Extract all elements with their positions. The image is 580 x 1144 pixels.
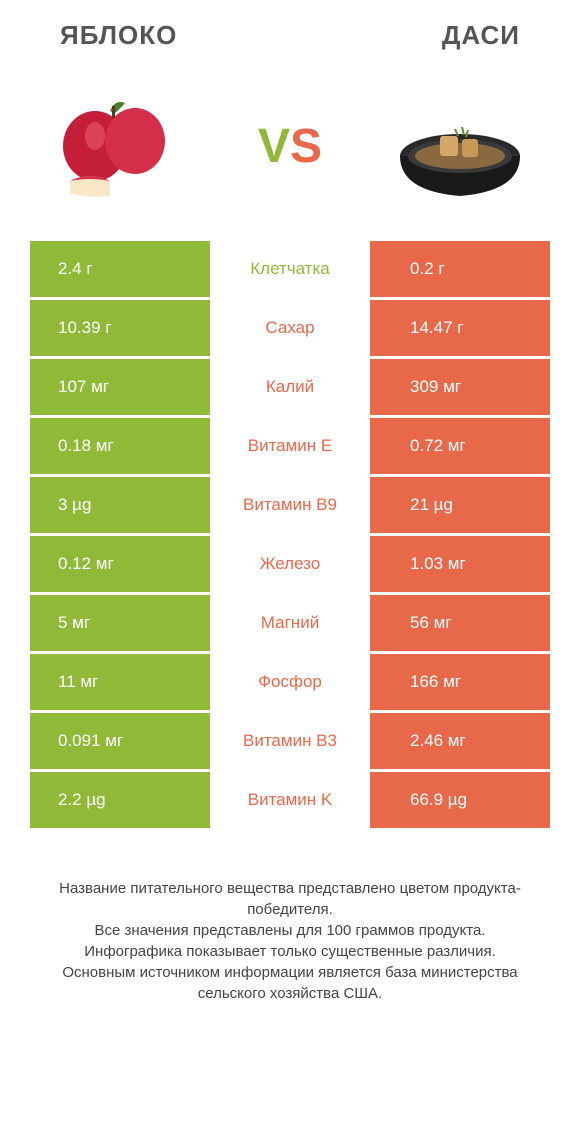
nutrient-label-cell: Железо <box>210 536 370 592</box>
right-value-cell: 56 мг <box>370 595 550 651</box>
header: ЯБЛОКО ДАСИ <box>30 20 550 51</box>
left-value-cell: 0.12 мг <box>30 536 210 592</box>
right-value-cell: 0.2 г <box>370 241 550 297</box>
nutrient-label-cell: Витамин B3 <box>210 713 370 769</box>
vs-badge: VS <box>258 119 322 174</box>
left-value-cell: 11 мг <box>30 654 210 710</box>
footer-notes: Название питательного вещества представл… <box>30 878 550 1004</box>
table-row: 2.4 гКлетчатка0.2 г <box>30 241 550 297</box>
right-value-cell: 1.03 мг <box>370 536 550 592</box>
right-value-cell: 166 мг <box>370 654 550 710</box>
right-value-cell: 14.47 г <box>370 300 550 356</box>
left-value-cell: 107 мг <box>30 359 210 415</box>
nutrient-label-cell: Сахар <box>210 300 370 356</box>
vs-v-letter: V <box>258 120 290 173</box>
nutrient-label-cell: Витамин K <box>210 772 370 828</box>
footer-line-3: Инфографика показывает только существенн… <box>40 941 540 962</box>
right-value-cell: 21 µg <box>370 477 550 533</box>
right-food-title: ДАСИ <box>442 20 520 51</box>
footer-line-4: Основным источником информации является … <box>40 962 540 1004</box>
nutrient-label-cell: Витамин B9 <box>210 477 370 533</box>
table-row: 11 мгФосфор166 мг <box>30 654 550 710</box>
table-row: 0.12 мгЖелезо1.03 мг <box>30 536 550 592</box>
nutrient-label-cell: Магний <box>210 595 370 651</box>
right-value-cell: 66.9 µg <box>370 772 550 828</box>
nutrient-label-cell: Калий <box>210 359 370 415</box>
food-images-row: VS <box>30 81 550 211</box>
left-value-cell: 2.2 µg <box>30 772 210 828</box>
infographic-container: ЯБЛОКО ДАСИ VS <box>0 0 580 1144</box>
left-value-cell: 3 µg <box>30 477 210 533</box>
vs-s-letter: S <box>290 120 322 173</box>
table-row: 2.2 µgВитамин K66.9 µg <box>30 772 550 828</box>
nutrient-label-cell: Витамин E <box>210 418 370 474</box>
nutrient-table: 2.4 гКлетчатка0.2 г10.39 гСахар14.47 г10… <box>30 241 550 828</box>
nutrient-label-cell: Фосфор <box>210 654 370 710</box>
left-value-cell: 0.18 мг <box>30 418 210 474</box>
table-row: 5 мгМагний56 мг <box>30 595 550 651</box>
table-row: 107 мгКалий309 мг <box>30 359 550 415</box>
left-value-cell: 0.091 мг <box>30 713 210 769</box>
left-value-cell: 2.4 г <box>30 241 210 297</box>
bowl-icon <box>380 81 540 211</box>
right-value-cell: 0.72 мг <box>370 418 550 474</box>
dashi-image <box>380 81 540 211</box>
left-value-cell: 10.39 г <box>30 300 210 356</box>
footer-line-2: Все значения представлены для 100 граммо… <box>40 920 540 941</box>
left-value-cell: 5 мг <box>30 595 210 651</box>
table-row: 0.18 мгВитамин E0.72 мг <box>30 418 550 474</box>
apple-image <box>40 81 200 211</box>
left-food-title: ЯБЛОКО <box>60 20 177 51</box>
table-row: 0.091 мгВитамин B32.46 мг <box>30 713 550 769</box>
footer-line-1: Название питательного вещества представл… <box>40 878 540 920</box>
right-value-cell: 309 мг <box>370 359 550 415</box>
apple-icon <box>40 81 200 211</box>
table-row: 10.39 гСахар14.47 г <box>30 300 550 356</box>
right-value-cell: 2.46 мг <box>370 713 550 769</box>
table-row: 3 µgВитамин B921 µg <box>30 477 550 533</box>
nutrient-label-cell: Клетчатка <box>210 241 370 297</box>
